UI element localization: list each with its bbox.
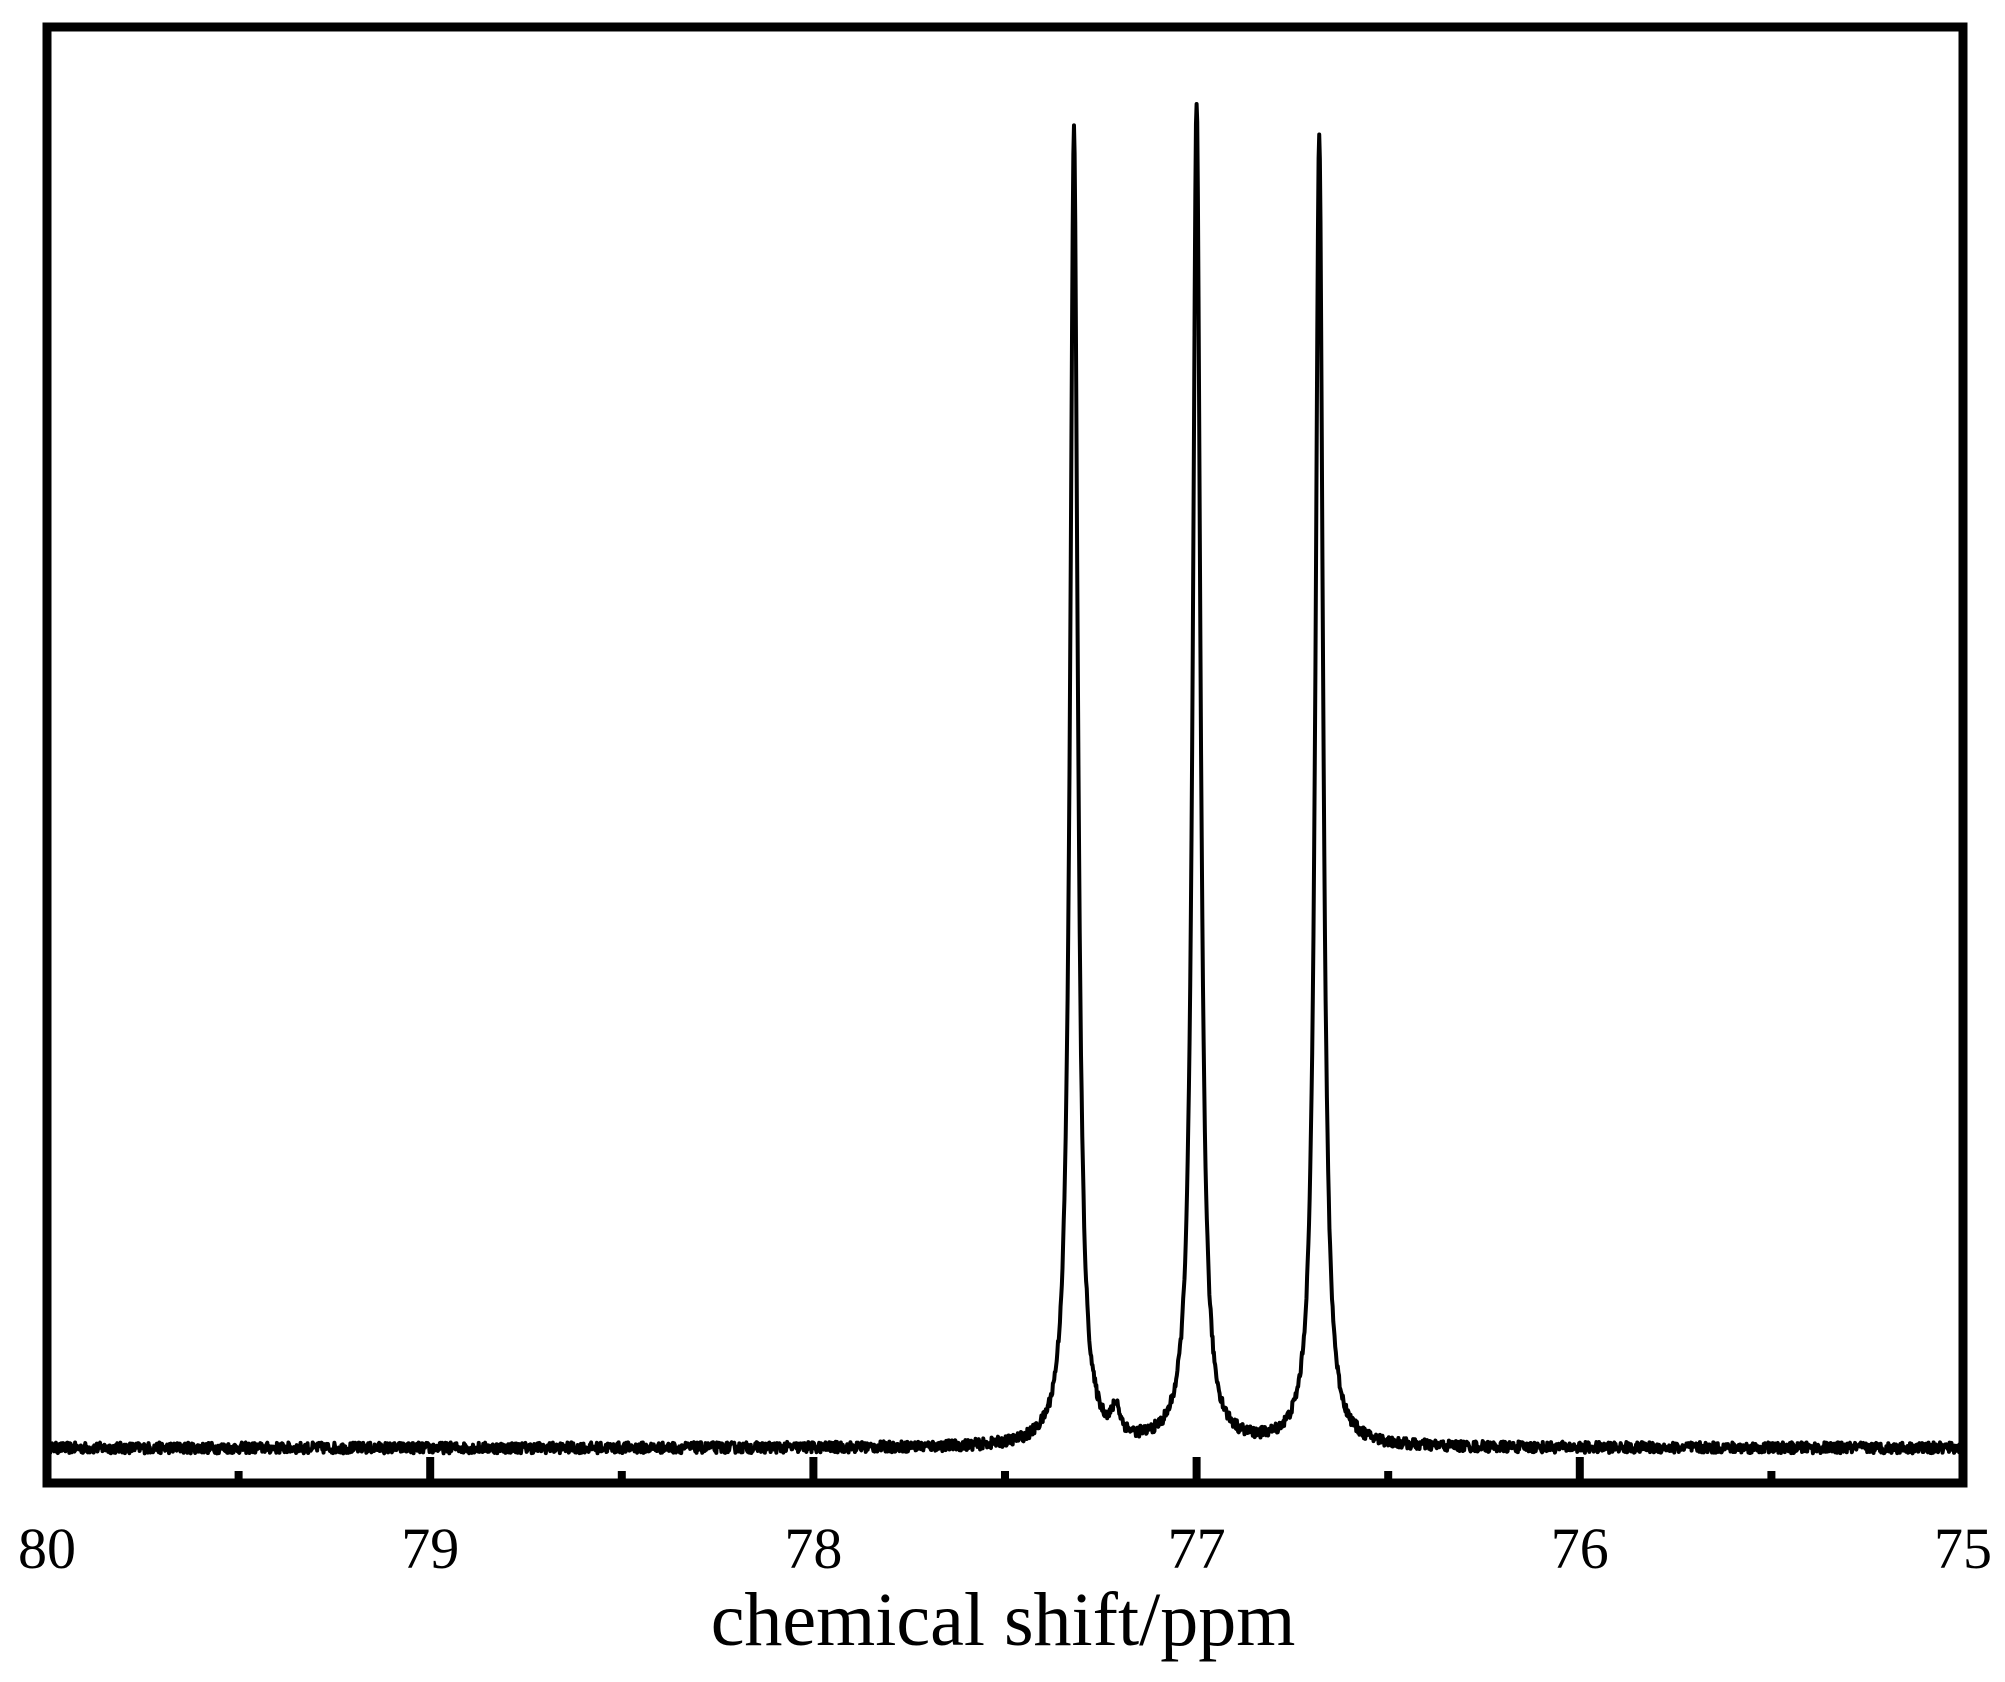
x-tick-label: 76 [1551,1516,1609,1581]
x-tick-label: 79 [401,1516,459,1581]
x-tick-label: 77 [1168,1516,1226,1581]
x-tick-label: 80 [18,1516,76,1581]
x-axis-title: chemical shift/ppm [711,1578,1296,1662]
x-axis-tick-labels: 80 79 78 77 76 75 [18,1516,1992,1581]
plot-area [42,22,1968,1488]
x-axis-ticks [234,1457,1776,1483]
plot-frame [42,22,1968,1488]
x-tick-label: 75 [1934,1516,1992,1581]
spectrum-line [45,101,1965,1456]
x-tick-label: 78 [784,1516,842,1581]
